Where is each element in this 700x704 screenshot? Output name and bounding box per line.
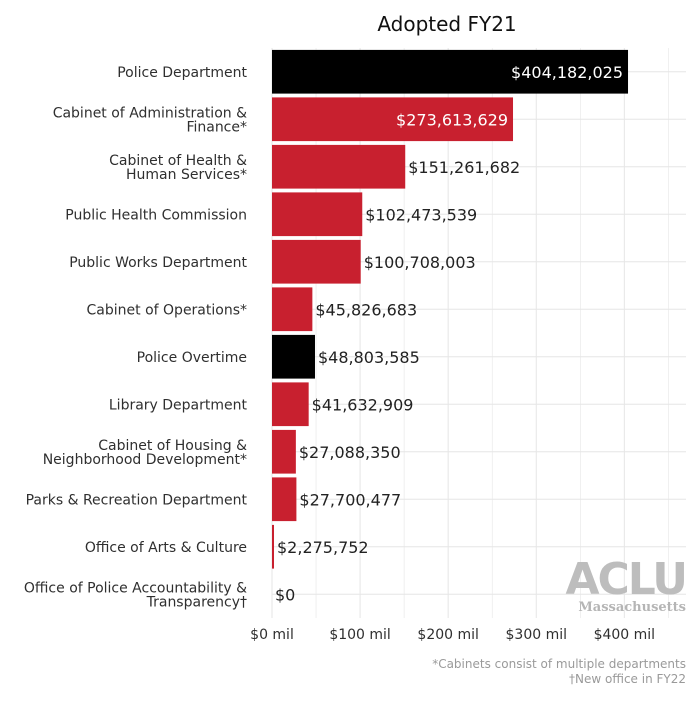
data-label: $48,803,585 bbox=[318, 348, 420, 367]
x-tick-label: $200 mil bbox=[417, 627, 479, 643]
data-label: $100,708,003 bbox=[364, 253, 476, 272]
category-label: Cabinet of Administration & bbox=[53, 105, 247, 121]
aclu-massachusetts-logo: ACLU Massachusetts bbox=[565, 554, 688, 615]
category-label: Parks & Recreation Department bbox=[26, 492, 248, 508]
grid-layer bbox=[271, 48, 686, 618]
x-tick-label: $300 mil bbox=[506, 627, 568, 643]
bar bbox=[272, 477, 297, 522]
bar bbox=[272, 334, 315, 379]
bar bbox=[272, 97, 514, 142]
category-label: Finance* bbox=[186, 119, 247, 135]
category-label: Human Services* bbox=[126, 167, 247, 183]
logo-sub-text: Massachusetts bbox=[578, 600, 686, 615]
category-label: Transparency† bbox=[146, 594, 247, 610]
category-label: Library Department bbox=[109, 397, 248, 413]
category-label: Office of Arts & Culture bbox=[85, 540, 247, 556]
category-label: Cabinet of Housing & bbox=[98, 438, 247, 454]
data-label: $404,182,025 bbox=[511, 63, 623, 82]
footnote-cabinets: *Cabinets consist of multiple department… bbox=[432, 657, 686, 671]
category-label: Police Overtime bbox=[137, 350, 247, 366]
category-label: Neighborhood Development* bbox=[43, 452, 247, 468]
category-label: Police Department bbox=[117, 65, 247, 81]
x-tick-label: $0 mil bbox=[250, 627, 294, 643]
bar bbox=[272, 192, 363, 237]
data-label: $273,613,629 bbox=[396, 110, 508, 129]
category-label: Public Health Commission bbox=[65, 207, 247, 223]
category-label: Cabinet of Operations* bbox=[87, 302, 247, 318]
tick-layer: $0 mil $100 mil $200 mil $300 mil $400 mil bbox=[250, 627, 655, 643]
data-label: $45,826,683 bbox=[315, 300, 417, 319]
x-tick-label: $100 mil bbox=[329, 627, 391, 643]
data-label: $0 bbox=[275, 585, 295, 604]
logo-main-text: ACLU bbox=[565, 554, 686, 605]
data-label: $151,261,682 bbox=[408, 158, 520, 177]
x-tick-label: $400 mil bbox=[594, 627, 656, 643]
bar bbox=[272, 524, 275, 569]
category-label: Office of Police Accountability & bbox=[24, 580, 247, 596]
footnote-new-office: †New office in FY22 bbox=[569, 672, 686, 686]
label-layer: Police Department $404,182,025 Cabinet of … bbox=[24, 63, 623, 611]
chart-title: Adopted FY21 bbox=[377, 12, 516, 36]
bar bbox=[272, 287, 313, 332]
data-label: $41,632,909 bbox=[312, 395, 414, 414]
bar-layer bbox=[272, 49, 629, 569]
data-label: $2,275,752 bbox=[277, 538, 369, 557]
bar bbox=[272, 382, 309, 427]
bar bbox=[272, 49, 629, 94]
bar bbox=[272, 429, 296, 474]
bar bbox=[272, 239, 361, 284]
category-label: Cabinet of Health & bbox=[109, 153, 247, 169]
category-label: Public Works Department bbox=[69, 255, 247, 271]
data-label: $27,088,350 bbox=[299, 443, 401, 462]
data-label: $102,473,539 bbox=[365, 205, 477, 224]
bar bbox=[272, 144, 406, 189]
data-label: $27,700,477 bbox=[299, 490, 401, 509]
